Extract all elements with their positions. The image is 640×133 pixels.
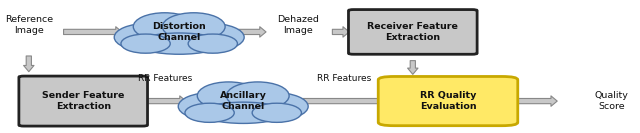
- Text: RR Quality
Evaluation: RR Quality Evaluation: [420, 91, 476, 111]
- Text: Quality
Score: Quality Score: [595, 91, 628, 111]
- FancyBboxPatch shape: [378, 76, 518, 126]
- Ellipse shape: [185, 103, 234, 122]
- FancyBboxPatch shape: [19, 76, 148, 126]
- Ellipse shape: [201, 102, 285, 123]
- Ellipse shape: [197, 82, 260, 110]
- Ellipse shape: [177, 23, 244, 51]
- Ellipse shape: [178, 93, 246, 120]
- Text: Sender Feature
Extraction: Sender Feature Extraction: [42, 91, 124, 111]
- Text: Dehazed
Image: Dehazed Image: [276, 15, 319, 35]
- Ellipse shape: [132, 18, 227, 52]
- Ellipse shape: [121, 34, 170, 53]
- Text: RR Features: RR Features: [317, 74, 371, 83]
- Ellipse shape: [252, 103, 301, 122]
- Text: RR Features: RR Features: [138, 74, 192, 83]
- Text: Ancillary
Channel: Ancillary Channel: [220, 91, 267, 111]
- Ellipse shape: [133, 13, 196, 40]
- Ellipse shape: [115, 23, 182, 51]
- Ellipse shape: [163, 13, 225, 40]
- Ellipse shape: [196, 87, 291, 121]
- Text: Distortion
Channel: Distortion Channel: [152, 22, 206, 42]
- Text: Receiver Feature
Extraction: Receiver Feature Extraction: [367, 22, 458, 42]
- Ellipse shape: [188, 34, 237, 53]
- Ellipse shape: [241, 93, 308, 120]
- FancyBboxPatch shape: [349, 10, 477, 54]
- Ellipse shape: [227, 82, 289, 110]
- Text: Reference
Image: Reference Image: [4, 15, 53, 35]
- Ellipse shape: [137, 33, 222, 54]
